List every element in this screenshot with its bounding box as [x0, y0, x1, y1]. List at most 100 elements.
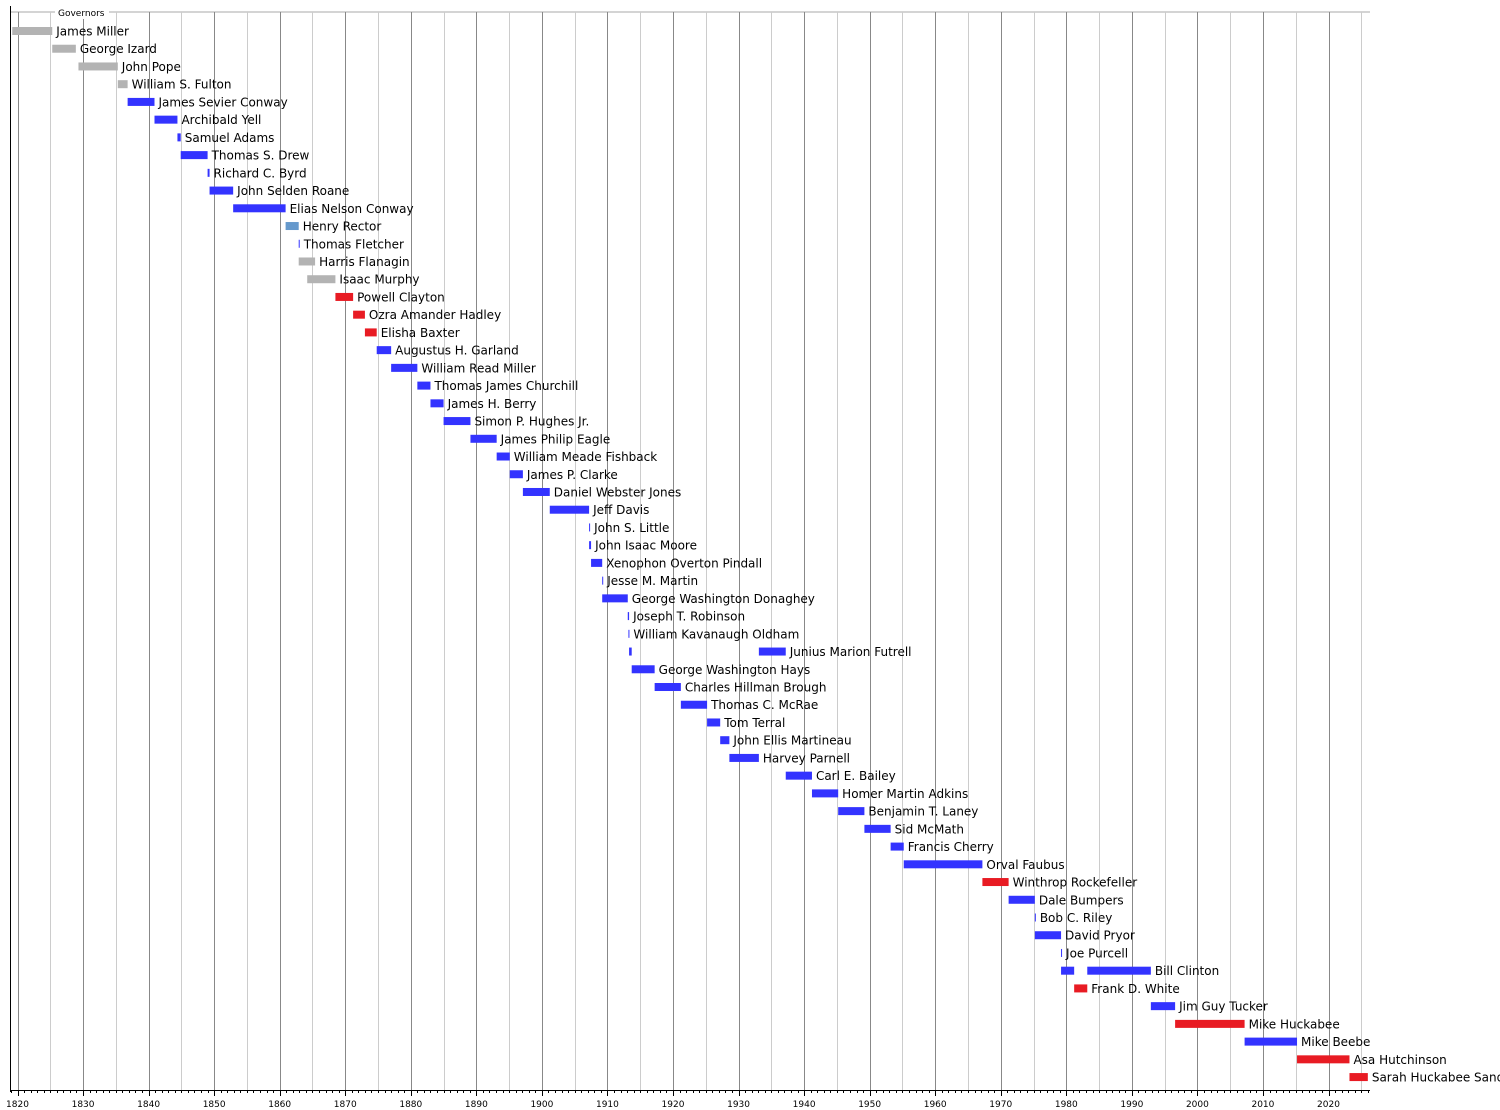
governor-label: Thomas James Churchill: [433, 379, 578, 393]
term-bar: [864, 824, 891, 833]
term-bar: [602, 594, 628, 603]
governor-label: Harris Flanagin: [319, 255, 410, 269]
governor-label: William Kavanaugh Oldham: [633, 627, 799, 641]
x-tick-label: 2000: [1186, 1100, 1209, 1110]
term-bar: [364, 328, 377, 337]
governor-label: William Read Miller: [421, 361, 535, 375]
term-bar: [233, 204, 286, 213]
governor-label: Elias Nelson Conway: [290, 202, 414, 216]
term-bar: [720, 736, 730, 745]
term-bar: [1175, 1019, 1245, 1028]
term-bar: [335, 292, 354, 301]
term-bar: [627, 612, 630, 621]
governor-label: Frank D. White: [1091, 982, 1179, 996]
term-bar: [127, 97, 155, 106]
term-bar: [52, 44, 76, 53]
term-bar: [707, 718, 721, 727]
term-bar: [298, 239, 300, 248]
term-bar: [417, 381, 431, 390]
governor-label: Thomas Fletcher: [303, 237, 404, 251]
term-bar: [1008, 895, 1035, 904]
term-bar: [117, 80, 128, 89]
x-tick-label: 1970: [989, 1100, 1012, 1110]
x-tick-label: 1900: [530, 1100, 553, 1110]
governor-label: Homer Martin Adkins: [842, 787, 968, 801]
term-bar: [631, 665, 655, 674]
governor-label: Jeff Davis: [592, 503, 649, 517]
x-tick-label: 1820: [6, 1100, 29, 1110]
x-tick-label: 1980: [1055, 1100, 1078, 1110]
term-bar: [549, 505, 590, 514]
x-tick-label: 1880: [399, 1100, 422, 1110]
term-bar: [591, 558, 603, 567]
governor-label: Simon P. Hughes Jr.: [474, 415, 589, 429]
governor-label: Powell Clayton: [357, 290, 445, 304]
term-bar: [509, 470, 523, 479]
term-bar: [353, 310, 365, 319]
term-bar: [78, 62, 118, 71]
governor-label: Richard C. Byrd: [214, 166, 307, 180]
bars: [12, 27, 1368, 1082]
governor-label: Junius Marion Futrell: [789, 645, 912, 659]
term-bar: [307, 275, 336, 284]
governor-label: George Washington Donaghey: [632, 592, 815, 606]
x-tick-label: 1830: [72, 1100, 95, 1110]
term-bar: [177, 133, 181, 142]
x-tick-label: 1960: [924, 1100, 947, 1110]
term-bar: [12, 27, 53, 35]
grid: [10, 11, 1370, 1090]
legend-title: Governors: [58, 9, 105, 19]
term-bar: [903, 860, 983, 869]
term-bar: [838, 807, 865, 816]
governor-label: Ozra Amander Hadley: [369, 308, 501, 322]
governor-label: Henry Rector: [303, 220, 382, 234]
governor-label: James Miller: [55, 25, 129, 39]
governor-label: Bill Clinton: [1155, 964, 1219, 978]
term-bar: [470, 434, 497, 443]
term-bar: [298, 257, 316, 266]
term-bar: [811, 789, 839, 798]
governor-label: Sarah Huckabee Sanders: [1372, 1071, 1500, 1085]
governor-label: George Washington Hays: [659, 663, 811, 677]
x-tick-label: 1920: [662, 1100, 685, 1110]
governor-label: James H. Berry: [447, 397, 537, 411]
governor-label: Asa Hutchinson: [1353, 1053, 1446, 1067]
term-bar: [180, 151, 208, 160]
governor-label: Thomas C. McRae: [710, 698, 818, 712]
governor-label: Joseph T. Robinson: [632, 610, 745, 624]
x-tick-label: 2010: [1251, 1100, 1274, 1110]
term-bar: [982, 878, 1009, 887]
governor-label: William Meade Fishback: [514, 450, 657, 464]
labels: James Miller George Izard John Pope William…: [55, 25, 1500, 1085]
term-bar: [522, 487, 550, 496]
governor-label: Samuel Adams: [185, 131, 275, 145]
term-bar: [1244, 1037, 1298, 1046]
governor-label: Winthrop Rockefeller: [1013, 876, 1138, 890]
term-bar: [1061, 948, 1063, 957]
term-bar: [1150, 1002, 1176, 1011]
legend-title-background: [55, 6, 109, 19]
term-bar: [758, 647, 786, 656]
term-bar: [680, 700, 708, 709]
governor-label: Benjamin T. Laney: [868, 805, 978, 819]
governor-label: John Isaac Moore: [594, 539, 697, 553]
term-bar: [443, 417, 471, 426]
governor-label: Jim Guy Tucker: [1178, 1000, 1268, 1014]
x-tick-label: 1870: [334, 1100, 357, 1110]
governor-label: James Sevier Conway: [157, 95, 287, 109]
governor-label: John Pope: [121, 60, 181, 74]
governor-label: William S. Fulton: [132, 78, 232, 92]
term-bar: [628, 629, 630, 638]
governor-label: Archibald Yell: [181, 113, 261, 127]
governor-label: Mike Huckabee: [1249, 1017, 1340, 1031]
term-bar: [1349, 1073, 1368, 1082]
term-bar: [207, 168, 210, 177]
x-tick-label: 1850: [203, 1100, 226, 1110]
term-bar: [1061, 966, 1075, 975]
x-tick-label: 1910: [596, 1100, 619, 1110]
governor-label: David Pryor: [1065, 929, 1135, 943]
governor-label: Harvey Parnell: [763, 751, 850, 765]
governor-label: John Selden Roane: [236, 184, 349, 198]
term-bar: [1074, 984, 1088, 993]
